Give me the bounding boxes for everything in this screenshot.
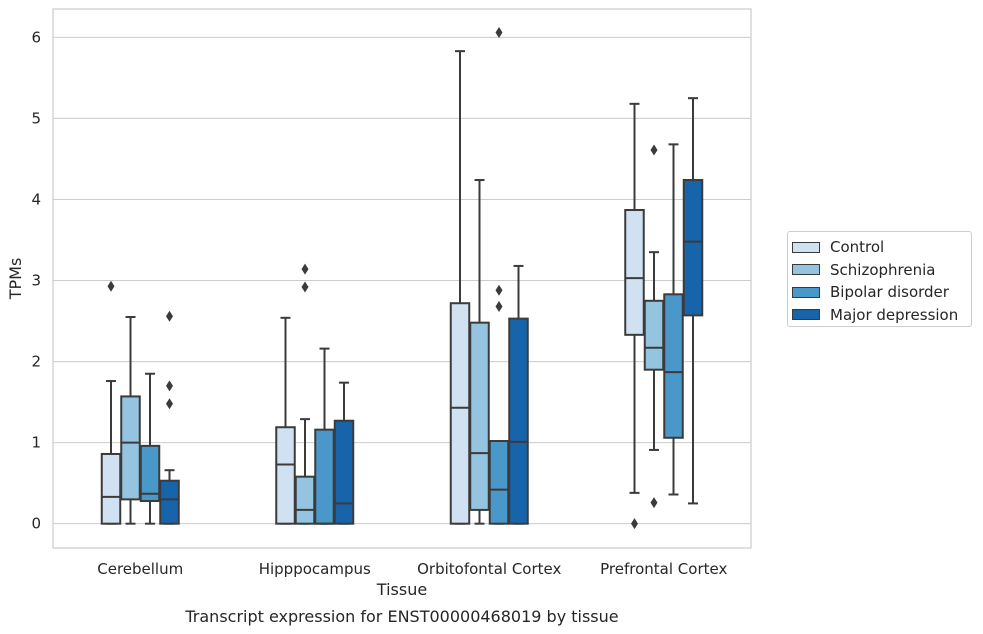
legend-swatch-schizophrenia <box>792 264 820 276</box>
box-hipppocampus-major-depression <box>333 419 355 525</box>
legend-label-schizophrenia: Schizophrenia <box>830 260 936 279</box>
flier-prefrontal-cortex-schizophrenia-1 <box>650 144 658 156</box>
box-orbitofontal-cortex-schizophrenia <box>469 321 490 511</box>
plot-frame <box>52 8 752 549</box>
legend-item-control: Control <box>792 236 971 259</box>
box-hipppocampus-control <box>275 426 296 525</box>
flier-cerebellum-major-depression-2 <box>166 310 173 322</box>
y-tick-label-5: 5 <box>31 109 41 127</box>
legend-item-schizophrenia: Schizophrenia <box>792 259 971 282</box>
y-tick-label-1: 1 <box>31 434 41 452</box>
y-tick-label-6: 6 <box>31 28 41 46</box>
y-tick-label-2: 2 <box>31 353 41 371</box>
box-cerebellum-control <box>100 452 122 525</box>
flier-cerebellum-major-depression-1 <box>166 380 173 392</box>
legend-label-bipolar-disorder: Bipolar disorder <box>830 283 949 302</box>
flier-prefrontal-cortex-control-0 <box>631 518 638 530</box>
box-orbitofontal-cortex-control <box>449 302 471 525</box>
legend-swatch-bipolar-disorder <box>792 286 820 298</box>
x-tick-label-orbitofontal-cortex: Orbitofontal Cortex <box>417 560 561 578</box>
x-axis-label: Tissue <box>376 580 427 599</box>
box-orbitofontal-cortex-major-depression <box>508 317 529 525</box>
legend: Control Schizophrenia Bipolar disorder M… <box>787 231 972 327</box>
box-cerebellum-schizophrenia <box>120 395 141 501</box>
x-tick-label-cerebellum: Cerebellum <box>97 560 183 578</box>
box-prefrontal-cortex-major-depression <box>682 179 704 317</box>
box-prefrontal-cortex-schizophrenia <box>643 299 665 371</box>
box-prefrontal-cortex-bipolar-disorder <box>663 293 684 439</box>
flier-cerebellum-major-depression-0 <box>166 398 173 410</box>
flier-prefrontal-cortex-schizophrenia-0 <box>650 497 658 509</box>
y-axis-label: TPMs <box>6 258 25 301</box>
box-hipppocampus-bipolar-disorder <box>314 428 335 525</box>
y-tick-label-4: 4 <box>31 190 41 208</box>
flier-hipppocampus-schizophrenia-0 <box>301 281 309 293</box>
x-tick-label-hipppocampus: Hipppocampus <box>259 560 371 578</box>
flier-orbitofontal-cortex-bipolar-disorder-0 <box>495 300 503 312</box>
chart-caption: Transcript expression for ENST0000046801… <box>184 607 618 626</box>
legend-swatch-major-depression <box>792 309 820 321</box>
legend-label-control: Control <box>830 238 885 257</box>
y-tick-label-3: 3 <box>31 272 41 290</box>
box-prefrontal-cortex-control <box>624 209 645 336</box>
x-tick-label-prefrontal-cortex: Prefrontal Cortex <box>600 560 727 578</box>
box-cerebellum-major-depression <box>159 479 180 525</box>
box-orbitofontal-cortex-bipolar-disorder <box>488 440 510 525</box>
flier-cerebellum-control-0 <box>107 280 115 292</box>
legend-swatch-control <box>792 241 820 253</box>
flier-hipppocampus-schizophrenia-1 <box>301 263 309 275</box>
legend-item-major-depression: Major depression <box>792 304 971 327</box>
legend-label-major-depression: Major depression <box>830 305 959 324</box>
flier-orbitofontal-cortex-bipolar-disorder-2 <box>495 27 503 39</box>
legend-item-bipolar-disorder: Bipolar disorder <box>792 281 971 304</box>
box-hipppocampus-schizophrenia <box>294 475 316 525</box>
flier-orbitofontal-cortex-bipolar-disorder-1 <box>495 284 503 296</box>
y-tick-label-0: 0 <box>31 515 41 533</box>
box-cerebellum-bipolar-disorder <box>139 444 161 502</box>
